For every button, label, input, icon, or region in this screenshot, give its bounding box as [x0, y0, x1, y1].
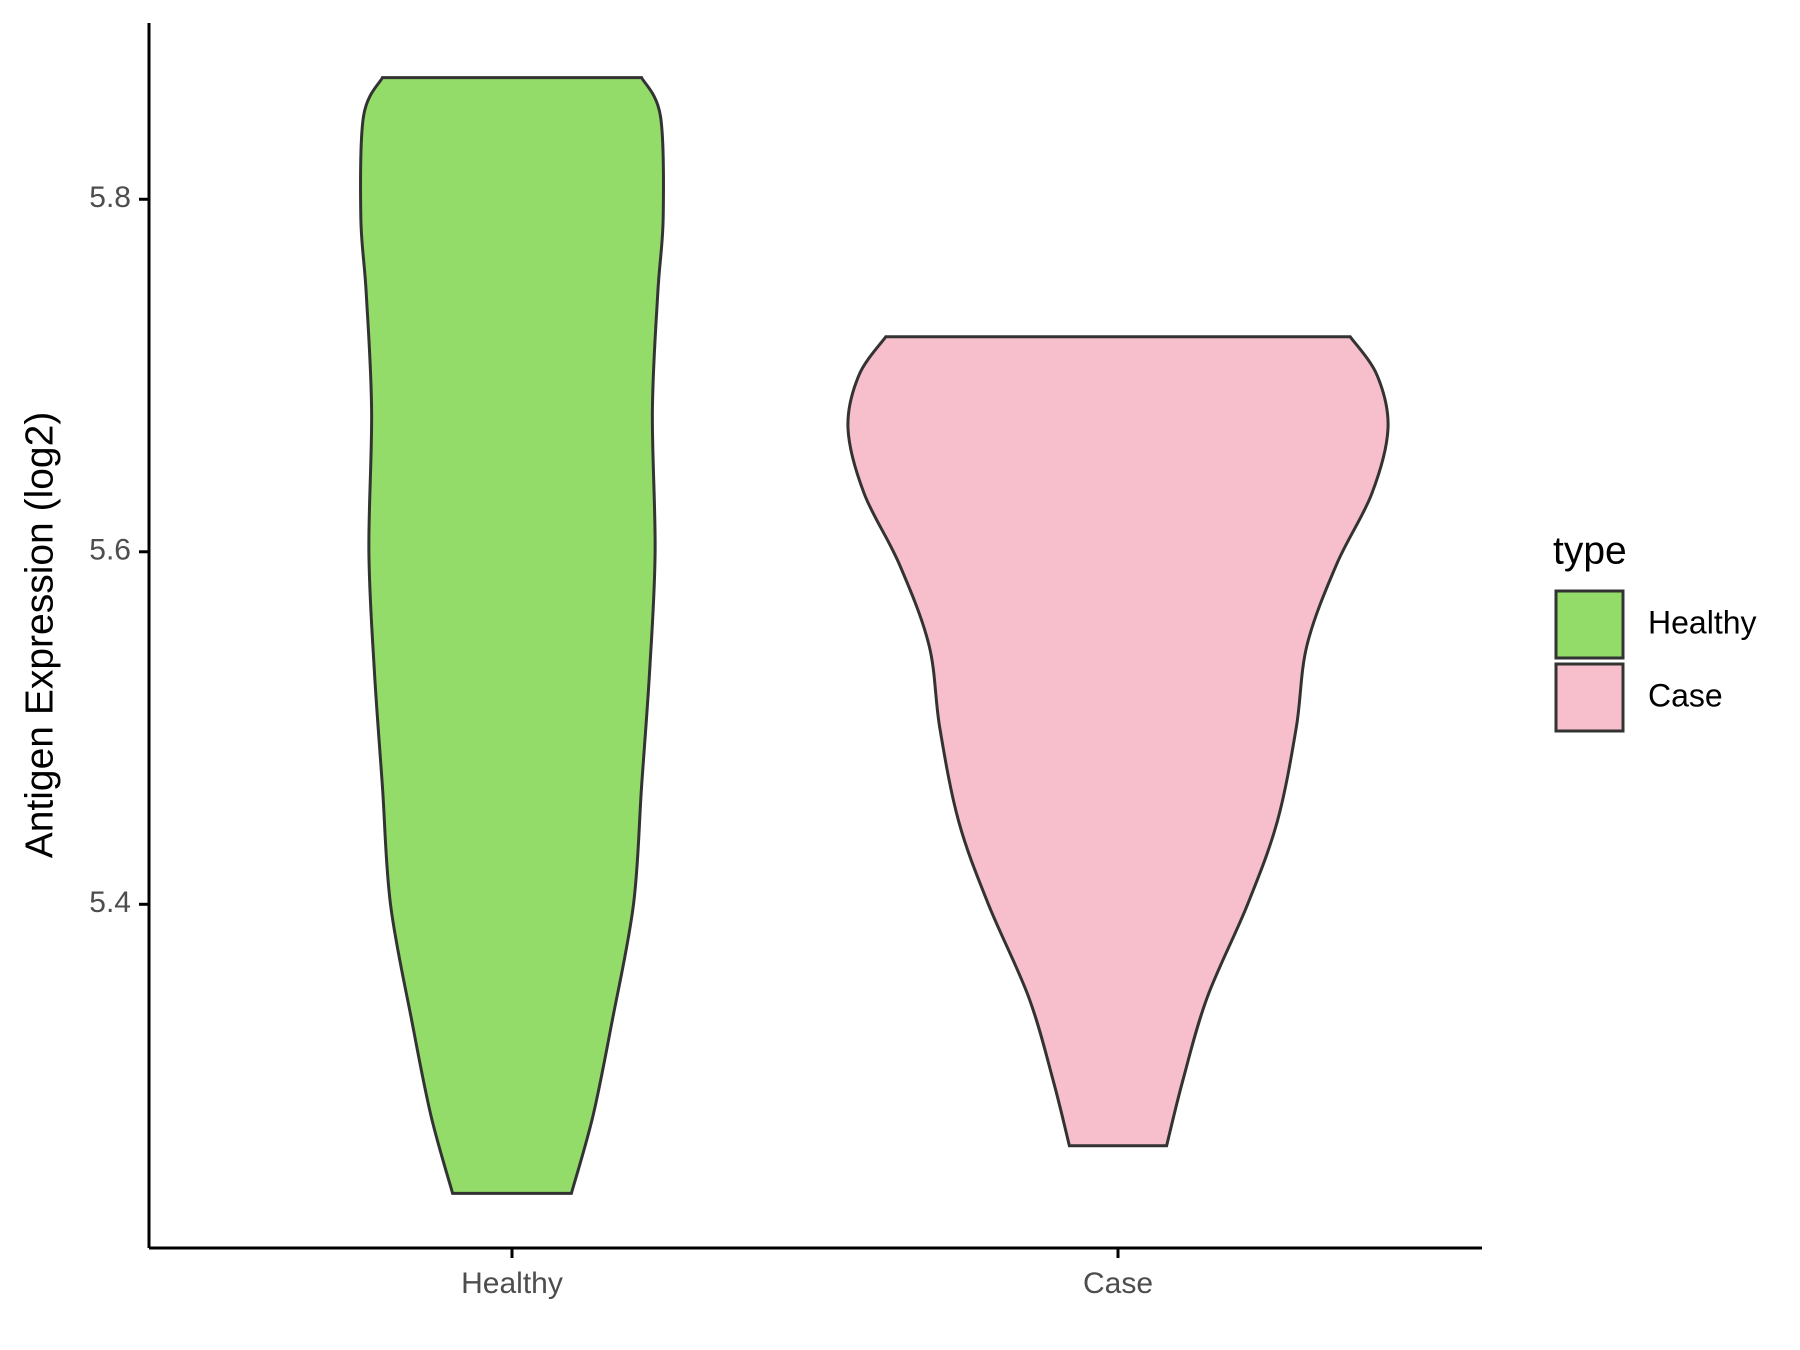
legend-swatch	[1554, 589, 1625, 660]
y-tick-label: 5.8	[89, 181, 131, 214]
y-axis-title: Antigen Expression (log2)	[18, 412, 61, 859]
legend-swatch	[1554, 662, 1625, 733]
legend-label: Case	[1648, 677, 1723, 713]
legend-label: Healthy	[1648, 604, 1757, 640]
x-tick-label: Case	[1083, 1267, 1153, 1300]
violin	[846, 335, 1390, 1148]
x-tick-label: Healthy	[461, 1267, 563, 1300]
y-tick-label: 5.6	[89, 534, 131, 567]
legend-title: type	[1553, 529, 1627, 572]
violin	[359, 76, 665, 1195]
y-tick-label: 5.4	[89, 886, 131, 919]
